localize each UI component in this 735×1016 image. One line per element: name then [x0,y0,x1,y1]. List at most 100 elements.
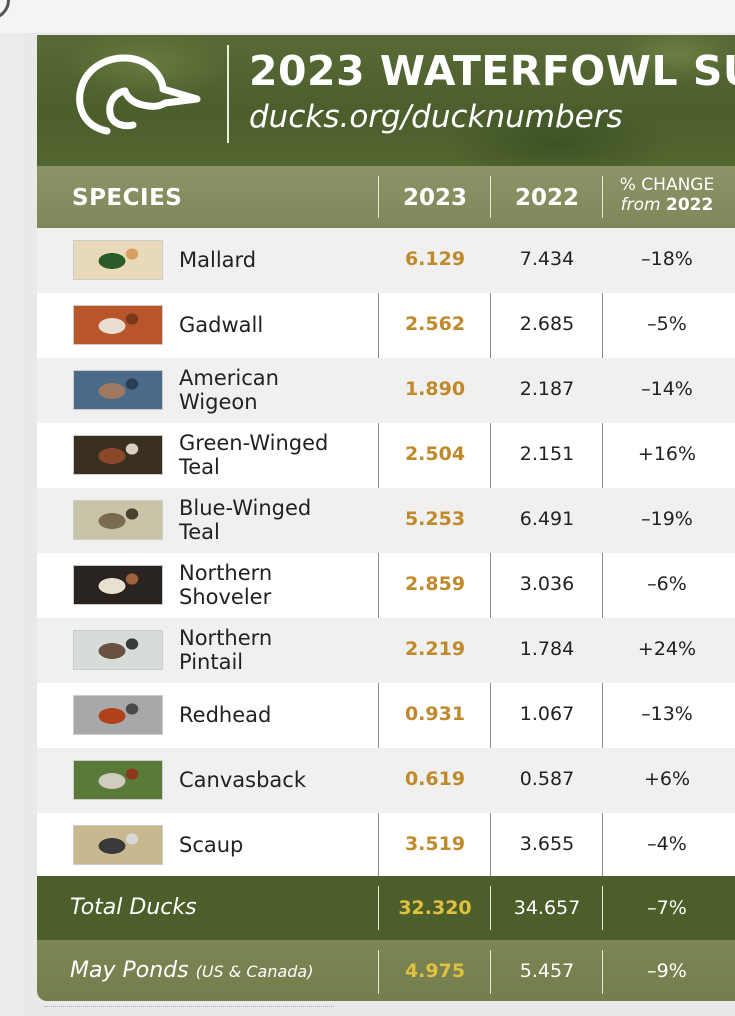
species-name-line1: Gadwall [179,313,264,337]
species-name-line2: Pintail [179,650,244,674]
footer-divider [490,886,491,930]
table-row: Canvasback 0.619 0.587 +6% [37,748,735,813]
value-2022: 1.067 [519,703,575,725]
top-strip [0,0,735,33]
duck-head-logo-icon [76,54,201,135]
species-name-line1: Mallard [179,248,257,272]
total-ducks-change: –7% [647,897,687,919]
footer-divider [490,950,491,994]
may-ponds-label: May Ponds (US & Canada) [70,958,313,983]
duck-photo [73,305,163,345]
duck-photo [73,240,163,280]
column-header-2023: 2023 [402,185,467,211]
species-name-line1: Redhead [179,703,272,727]
footer-divider [378,950,379,994]
value-2022: 3.655 [519,833,575,855]
species-name: American Wigeon [179,366,279,414]
total-ducks-row: Total Ducks 32.320 34.657 –7% [37,876,735,940]
table-row: Green-Winged Teal 2.504 2.151 +16% [37,423,735,488]
species-name-line1: Green-Winged [179,431,329,455]
table-row: Northern Shoveler 2.859 3.036 –6% [37,553,735,618]
duck-photo [73,370,163,410]
value-change: –13% [641,703,693,725]
duck-photo [73,565,163,605]
table-header: SPECIES 2023 2022 % CHANGE from 2022 [37,166,735,228]
value-change: –19% [641,508,693,530]
table-row: Blue-Winged Teal 5.253 6.491 –19% [37,488,735,553]
species-name-line1: Scaup [179,833,244,857]
total-ducks-2022: 34.657 [513,897,581,919]
value-change: +16% [637,443,697,465]
duck-photo [73,695,163,735]
banner-url[interactable]: ducks.org/ducknumbers [249,99,623,135]
value-2022: 7.434 [519,248,575,270]
value-2023: 1.890 [404,378,466,400]
species-name-line1: Blue-Winged [179,496,312,520]
value-2022: 2.685 [519,313,575,335]
duck-photo [73,435,163,475]
total-ducks-2023: 32.320 [398,897,472,919]
value-change: –4% [647,833,687,855]
value-2023: 2.859 [404,573,466,595]
header-divider [378,176,379,218]
footer-divider [602,950,603,994]
change-header-line2: from 2022 [603,195,731,215]
value-2022: 2.187 [519,378,575,400]
footer-divider [602,886,603,930]
table-row: Northern Pintail 2.219 1.784 +24% [37,618,735,683]
value-2023: 0.619 [404,768,466,790]
waterfowl-survey-card: 2023 WATERFOWL SUR ducks.org/ducknumbers… [37,35,735,1001]
may-ponds-2023: 4.975 [404,960,466,982]
species-name: Canvasback [179,768,306,792]
value-change: +6% [643,768,691,790]
banner-divider [227,45,229,143]
duck-photo [73,825,163,865]
may-ponds-label-region: (US & Canada) [195,962,314,981]
header-divider [602,176,603,218]
value-2023: 0.931 [404,703,466,725]
table-row: Mallard 6.129 7.434 –18% [37,228,735,293]
table-row: Gadwall 2.562 2.685 –5% [37,293,735,358]
may-ponds-change: –9% [647,960,687,982]
banner: 2023 WATERFOWL SUR ducks.org/ducknumbers [37,35,735,166]
value-2022: 1.784 [519,638,575,660]
table-row: American Wigeon 1.890 2.187 –14% [37,358,735,423]
may-ponds-row: May Ponds (US & Canada) 4.975 5.457 –9% [37,940,735,1001]
value-change: –6% [647,573,687,595]
species-name-line1: Northern [179,561,273,585]
species-name: Mallard [179,248,256,272]
value-2023: 5.253 [404,508,466,530]
value-change: –5% [647,313,687,335]
change-header-from: from [620,195,661,215]
column-header-2022: 2022 [514,185,579,211]
species-name-line2: Shoveler [179,585,272,609]
species-name: Blue-Winged Teal [179,496,311,544]
species-name-line2: Teal [179,520,220,544]
species-name-line1: Canvasback [179,768,306,792]
duck-photo [73,630,163,670]
left-strip [0,33,24,1016]
species-name-line2: Teal [179,455,220,479]
species-name-line2: Wigeon [179,390,258,414]
may-ponds-2022: 5.457 [519,960,575,982]
column-header-change: % CHANGE from 2022 [603,175,731,215]
may-ponds-label-main: May Ponds [70,958,189,983]
header-divider [490,176,491,218]
value-change: +24% [637,638,697,660]
species-name: Redhead [179,703,271,727]
value-2022: 3.036 [519,573,575,595]
value-2023: 3.519 [404,833,466,855]
duck-photo [73,500,163,540]
species-name: Gadwall [179,313,263,337]
species-name-line1: American [179,366,279,390]
value-2023: 2.504 [404,443,466,465]
value-2023: 2.562 [404,313,466,335]
value-2022: 6.491 [519,508,575,530]
value-2022: 0.587 [519,768,575,790]
species-name-line1: Northern [179,626,273,650]
value-2023: 6.129 [404,248,466,270]
value-change: –14% [641,378,693,400]
total-ducks-label: Total Ducks [70,895,197,920]
change-header-line1: % CHANGE [619,175,715,195]
species-name: Green-Winged Teal [179,431,328,479]
